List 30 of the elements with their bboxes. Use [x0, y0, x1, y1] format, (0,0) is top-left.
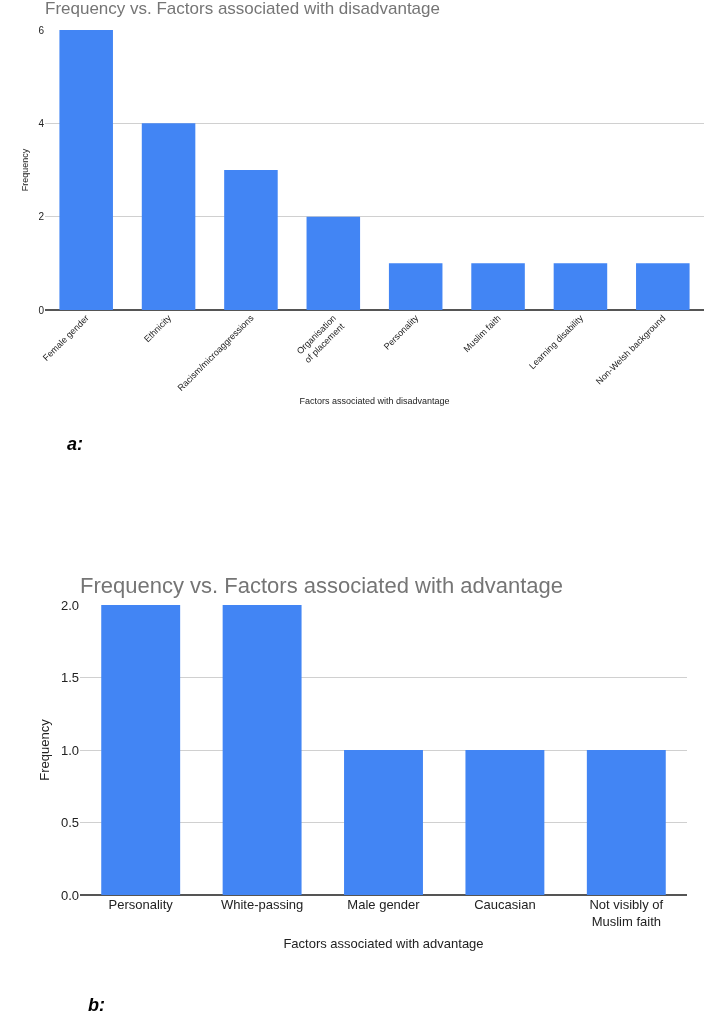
bar — [224, 170, 278, 310]
y-tick-label: 6 — [38, 24, 45, 36]
bar — [553, 263, 608, 310]
chart-title: Frequency vs. Factors associated with advantage — [80, 573, 564, 599]
y-tick-label: 0.5 — [60, 815, 79, 831]
y-tick-label: 0.0 — [60, 887, 79, 903]
x-axis-title: Factors associated with advantage — [283, 935, 484, 951]
y-axis-title: Frequency — [19, 148, 30, 192]
x-tick-label: Male gender — [347, 897, 421, 912]
bar — [141, 123, 196, 310]
y-tick-label: 4 — [38, 117, 45, 129]
bar — [471, 263, 525, 310]
x-tick-label: White-passing — [220, 897, 304, 912]
text: a: — [67, 434, 84, 454]
x-tick-label: Not visibly of Muslim faith — [589, 897, 664, 929]
bar — [59, 30, 113, 310]
text: b: — [88, 995, 105, 1015]
y-tick-label: 0 — [38, 304, 45, 316]
y-tick-label: 1.0 — [60, 742, 79, 758]
chart-title: Frequency vs. Factors associated with disadvantage — [45, 0, 440, 19]
x-tick-label: Caucasian — [474, 897, 536, 912]
bar — [636, 263, 690, 310]
x-tick-label: Personality — [108, 897, 174, 912]
bar — [306, 216, 361, 310]
y-tick-label: 2 — [38, 211, 45, 223]
y-tick-label: 1.5 — [60, 670, 79, 686]
y-tick-label: 2.0 — [60, 597, 79, 613]
y-axis-title: Frequency — [36, 718, 52, 781]
bar — [388, 263, 443, 310]
x-axis-title: Factors associated with disadvantage — [299, 395, 450, 406]
